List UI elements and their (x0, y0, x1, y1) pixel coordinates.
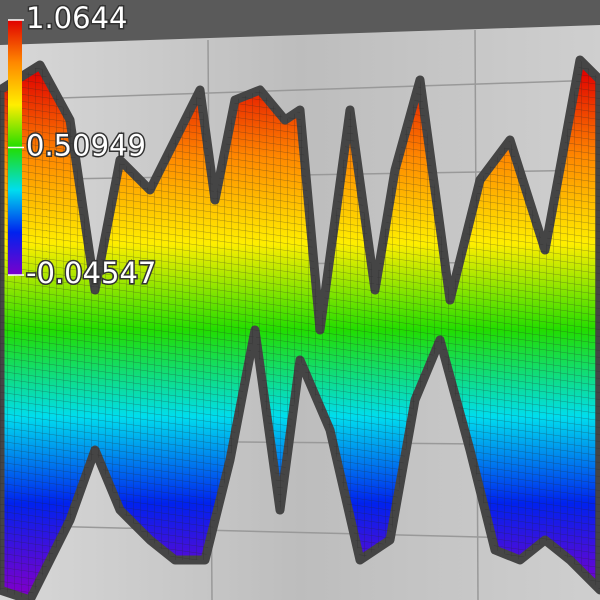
colorbar-label: -0.04547 (26, 256, 156, 290)
surface-mesh (0, 60, 600, 600)
colorbar-label: 1.0644 (26, 1, 127, 35)
colorbar-label: 0.50949 (26, 128, 146, 162)
colorbar-ticks: 1.0644 0.50949 -0.04547 (8, 0, 158, 292)
surface (0, 55, 600, 600)
top-wall (0, 0, 600, 45)
